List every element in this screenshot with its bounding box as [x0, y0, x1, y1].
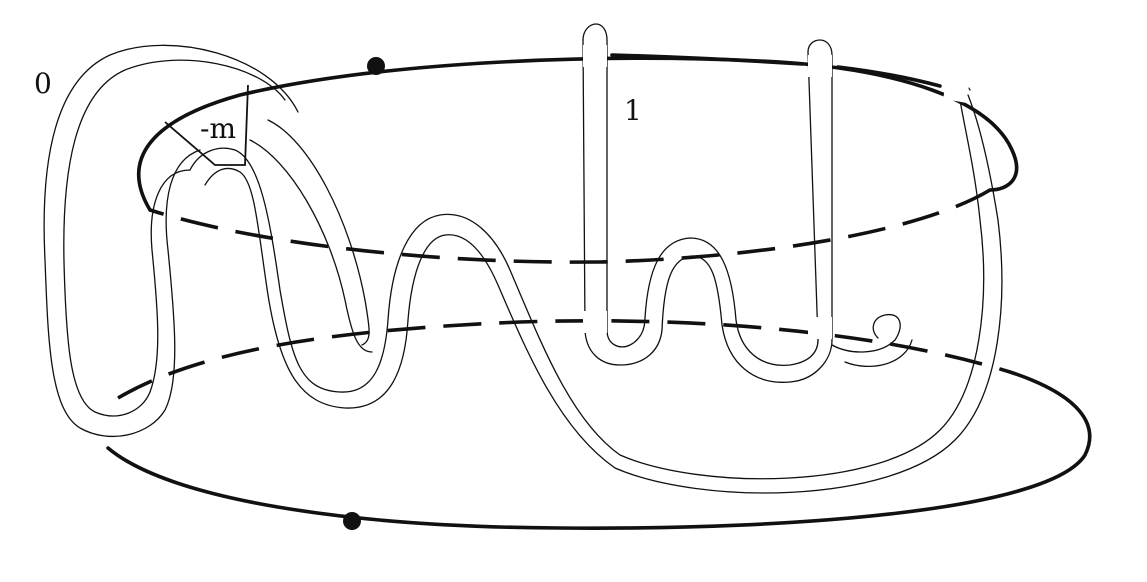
right-hook-inner	[844, 339, 913, 368]
twist-strand-b	[267, 119, 370, 346]
second-finger-left	[807, 39, 833, 341]
second-finger-right	[807, 51, 819, 341]
lower-circle-back-arc	[117, 318, 1011, 400]
arch-one-inner	[204, 167, 409, 409]
lower-circle-dot	[343, 512, 361, 530]
lower-dotted-circle	[106, 318, 1092, 530]
upper-circle-back-arc	[137, 56, 1019, 212]
arch-two-inner	[407, 94, 1003, 494]
one-finger-left	[582, 23, 646, 348]
upper-circle-front-arc	[149, 188, 991, 264]
twist-strand-a	[249, 139, 373, 353]
lower-circle-front-arc	[106, 370, 1092, 530]
arch-one-outer	[189, 147, 389, 393]
arch-three-inner	[661, 255, 833, 383]
right-hook-outer	[831, 313, 901, 353]
framing-label-zero: 0	[34, 67, 52, 100]
twist-box-frame	[164, 84, 249, 166]
upper-circle-dot	[367, 57, 385, 75]
zero-loop-outer	[43, 44, 299, 438]
upper-circle-fragments	[610, 53, 942, 88]
zero-loop-inner	[63, 59, 286, 417]
one-finger-right	[582, 39, 663, 366]
twist-box-label: -m	[200, 112, 236, 145]
arch-two-outer	[387, 99, 985, 480]
ribbon-band	[43, 23, 1003, 494]
arch-three-outer	[644, 237, 819, 366]
upper-dotted-circle	[137, 56, 1019, 264]
crossing-gaps	[583, 45, 970, 339]
framing-label-one: 1	[624, 94, 642, 127]
twist-box: -m	[164, 84, 249, 166]
